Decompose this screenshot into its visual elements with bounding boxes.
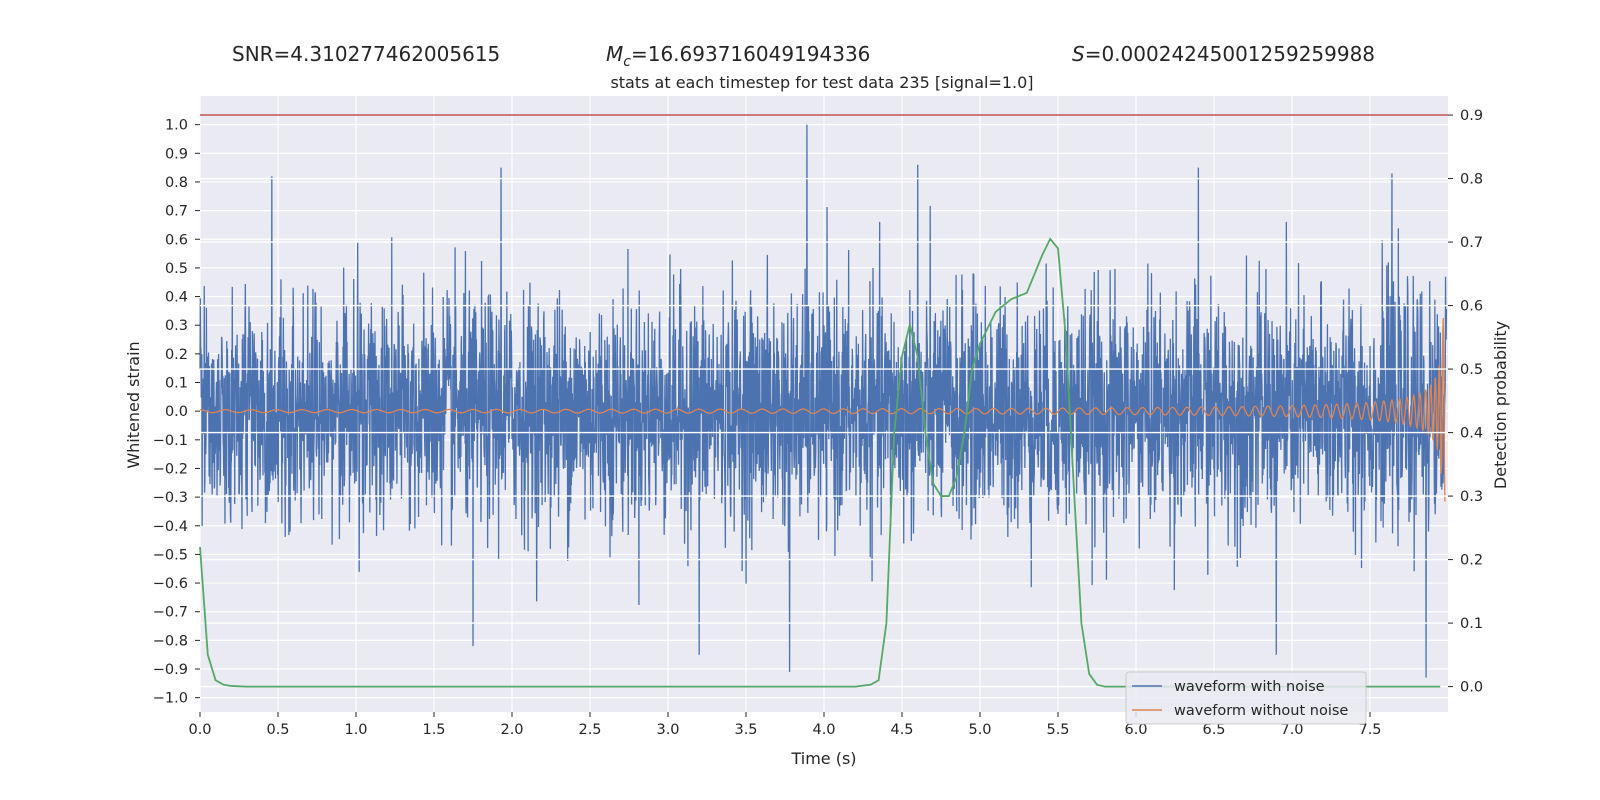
chirp-mass-subscript: c (623, 54, 631, 70)
x-tick-label: 0.0 (188, 722, 211, 738)
chirp-mass-stat: Mc=16.693716049194336 (606, 42, 870, 70)
y2-axis-ticks: 0.0 0.1 0.2 0.3 0.4 0.5 0.6 0.7 0.8 0.9 (1448, 108, 1483, 696)
y2-tick-label: 0.1 (1460, 616, 1483, 632)
y-tick-label: 0.5 (165, 261, 188, 277)
y2-tick-label: 0.7 (1460, 235, 1483, 251)
s-symbol: S (1072, 42, 1085, 66)
x-tick-label: 2.5 (578, 722, 601, 738)
y-tick-label: 0.7 (165, 204, 188, 220)
y-tick-label: −0.2 (153, 461, 188, 477)
y2-tick-label: 0.6 (1460, 299, 1483, 315)
y-tick-label: 0.2 (165, 347, 188, 363)
y-tick-label: −1.0 (153, 691, 188, 707)
y2-axis-label: Detection probability (1491, 321, 1510, 489)
legend: waveform with noise waveform without noi… (1125, 671, 1367, 725)
x-tick-label: 6.0 (1124, 722, 1147, 738)
y-tick-label: −0.5 (153, 547, 188, 563)
y-tick-label: 0.4 (165, 290, 188, 306)
y2-tick-label: 0.8 (1460, 172, 1483, 188)
x-tick-label: 0.5 (266, 722, 289, 738)
x-tick-label: 3.5 (734, 722, 757, 738)
y-tick-label: −0.9 (153, 662, 188, 678)
legend-box (1125, 671, 1367, 725)
y-tick-label: 0.0 (165, 404, 188, 420)
series-waveform-without-noise (199, 317, 1446, 502)
y-tick-label: 0.9 (165, 146, 188, 162)
x-tick-label: 7.5 (1358, 722, 1381, 738)
y-tick-label: −0.3 (153, 490, 188, 506)
y-tick-label: −0.8 (153, 633, 188, 649)
y2-tick-label: 0.3 (1460, 489, 1483, 505)
x-tick-label: 2.0 (500, 722, 523, 738)
x-tick-label: 3.0 (656, 722, 679, 738)
x-tick-label: 5.0 (968, 722, 991, 738)
x-tick-label: 4.5 (890, 722, 913, 738)
y-axis-label: Whitened strain (124, 341, 143, 468)
x-tick-label: 7.0 (1280, 722, 1303, 738)
probability-line (199, 237, 1441, 688)
x-tick-label: 1.0 (344, 722, 367, 738)
x-tick-label: 4.0 (812, 722, 835, 738)
y2-tick-label: 0.5 (1460, 362, 1483, 378)
y-tick-label: −0.4 (153, 519, 188, 535)
y-tick-label: 0.3 (165, 318, 188, 334)
x-tick-label: 6.5 (1202, 722, 1225, 738)
y-tick-label: 1.0 (165, 118, 188, 134)
y-tick-label: −0.1 (153, 433, 188, 449)
y2-tick-label: 0.0 (1460, 680, 1483, 696)
s-stat: S=0.00024245001259259988 (1072, 42, 1375, 66)
x-axis-ticks: 0.0 0.5 1.0 1.5 2.0 2.5 3.0 3.5 4.0 4.5 5.0 5.5 6.0 6… (188, 712, 1382, 738)
series-detection-probability (199, 237, 1441, 688)
x-tick-label: 5.5 (1046, 722, 1069, 738)
legend-label-clean: waveform without noise (1174, 703, 1348, 719)
legend-label-noise: waveform with noise (1174, 679, 1325, 695)
y2-tick-label: 0.9 (1460, 108, 1483, 124)
chirp-mass-symbol: M (606, 42, 623, 66)
s-value: =0.00024245001259259988 (1085, 42, 1375, 66)
snr-stat: SNR=4.310277462005615 (232, 42, 500, 66)
y-tick-label: −0.7 (153, 605, 188, 621)
y-tick-label: 0.6 (165, 232, 188, 248)
y2-tick-label: 0.4 (1460, 426, 1483, 442)
clean-line (199, 317, 1446, 502)
y-axis-ticks: −1.0 −0.9 −0.8 −0.7 −0.6 −0.5 −0.4 −0.3 −0.2 −0.1… (153, 118, 200, 707)
series-waveform-with-noise (199, 124, 1448, 678)
x-axis-label: Time (s) (790, 749, 856, 768)
x-tick-label: 1.5 (422, 722, 445, 738)
y-tick-label: 0.1 (165, 376, 188, 392)
chart-title: stats at each timestep for test data 235… (610, 73, 1033, 92)
y-tick-label: −0.6 (153, 576, 188, 592)
noise-line (199, 124, 1448, 678)
y-tick-label: 0.8 (165, 175, 188, 191)
y2-tick-label: 0.2 (1460, 553, 1483, 569)
chirp-mass-value: =16.693716049194336 (631, 42, 870, 66)
